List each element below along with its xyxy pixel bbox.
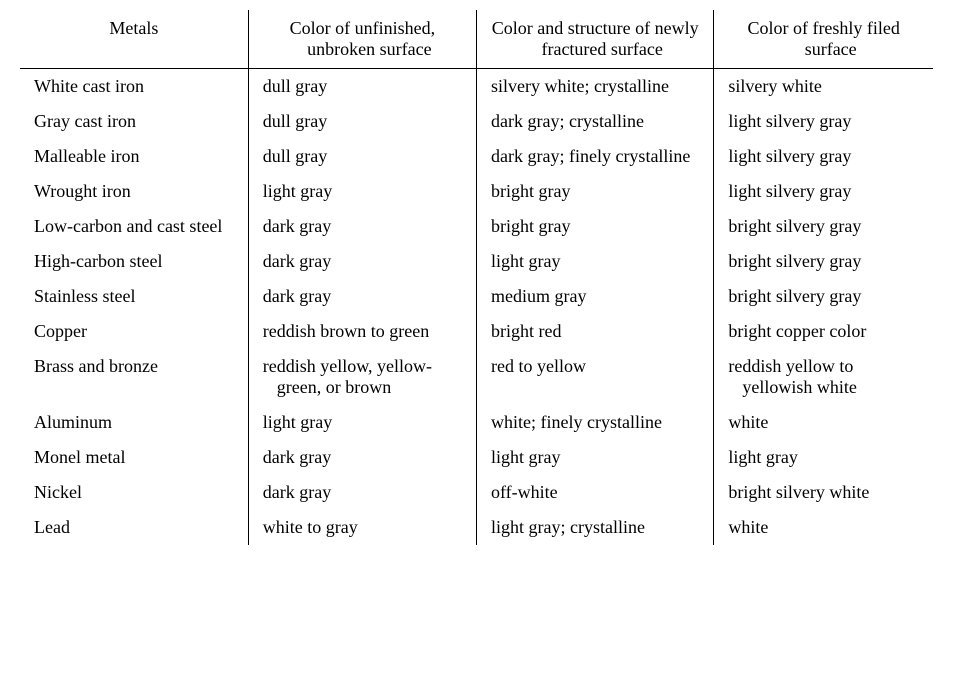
cell-fractured: dark gray; finely crystalline xyxy=(477,139,714,174)
cell-unfinished: dark gray xyxy=(248,209,476,244)
cell-fractured: light gray xyxy=(477,244,714,279)
col-header-fractured: Color and structure of newly fractured s… xyxy=(477,10,714,69)
cell-unfinished: dull gray xyxy=(248,104,476,139)
cell-metal: Brass and bronze xyxy=(20,349,248,405)
col-header-unfinished: Color of unfinished, unbroken surface xyxy=(248,10,476,69)
cell-metal: Nickel xyxy=(20,475,248,510)
cell-metal: Gray cast iron xyxy=(20,104,248,139)
cell-metal: Aluminum xyxy=(20,405,248,440)
cell-fractured: medium gray xyxy=(477,279,714,314)
cell-metal: Copper xyxy=(20,314,248,349)
cell-unfinished: light gray xyxy=(248,405,476,440)
table-row: Monel metal dark gray light gray light g… xyxy=(20,440,933,475)
cell-unfinished: white to gray xyxy=(248,510,476,545)
cell-metal: Stainless steel xyxy=(20,279,248,314)
cell-metal: High-carbon steel xyxy=(20,244,248,279)
cell-fractured: light gray; crystalline xyxy=(477,510,714,545)
cell-metal: Wrought iron xyxy=(20,174,248,209)
table-row: Wrought iron light gray bright gray ligh… xyxy=(20,174,933,209)
col-header-metals: Metals xyxy=(20,10,248,69)
cell-unfinished: reddish brown to green xyxy=(248,314,476,349)
table-row: Lead white to gray light gray; crystalli… xyxy=(20,510,933,545)
table-row: Malleable iron dull gray dark gray; fine… xyxy=(20,139,933,174)
cell-filed: bright copper color xyxy=(714,314,933,349)
cell-unfinished: dull gray xyxy=(248,139,476,174)
metals-table: Metals Color of unfinished, unbroken sur… xyxy=(20,10,933,545)
cell-filed: bright silvery gray xyxy=(714,209,933,244)
cell-unfinished: light gray xyxy=(248,174,476,209)
cell-fractured: bright gray xyxy=(477,174,714,209)
cell-metal: White cast iron xyxy=(20,69,248,105)
cell-fractured: bright red xyxy=(477,314,714,349)
cell-fractured: off-white xyxy=(477,475,714,510)
table-row: Low-carbon and cast steel dark gray brig… xyxy=(20,209,933,244)
cell-fractured: silvery white; crystalline xyxy=(477,69,714,105)
table-row: Gray cast iron dull gray dark gray; crys… xyxy=(20,104,933,139)
table-row: Nickel dark gray off-white bright silver… xyxy=(20,475,933,510)
table-row: Copper reddish brown to green bright red… xyxy=(20,314,933,349)
cell-fractured: white; finely crystalline xyxy=(477,405,714,440)
table-row: High-carbon steel dark gray light gray b… xyxy=(20,244,933,279)
cell-filed: light silvery gray xyxy=(714,174,933,209)
cell-filed: bright silvery gray xyxy=(714,244,933,279)
table-header: Metals Color of unfinished, unbroken sur… xyxy=(20,10,933,69)
cell-filed: bright silvery gray xyxy=(714,279,933,314)
cell-unfinished: dull gray xyxy=(248,69,476,105)
cell-metal: Malleable iron xyxy=(20,139,248,174)
cell-filed: white xyxy=(714,510,933,545)
cell-unfinished: dark gray xyxy=(248,244,476,279)
cell-metal: Low-carbon and cast steel xyxy=(20,209,248,244)
cell-filed: light gray xyxy=(714,440,933,475)
header-row: Metals Color of unfinished, unbroken sur… xyxy=(20,10,933,69)
cell-fractured: red to yellow xyxy=(477,349,714,405)
cell-filed: silvery white xyxy=(714,69,933,105)
cell-filed: light silvery gray xyxy=(714,139,933,174)
cell-unfinished: dark gray xyxy=(248,279,476,314)
cell-metal: Lead xyxy=(20,510,248,545)
cell-fractured: dark gray; crystalline xyxy=(477,104,714,139)
cell-filed: white xyxy=(714,405,933,440)
table-row: Aluminum light gray white; finely crysta… xyxy=(20,405,933,440)
cell-fractured: bright gray xyxy=(477,209,714,244)
cell-filed: light silvery gray xyxy=(714,104,933,139)
cell-unfinished: dark gray xyxy=(248,440,476,475)
cell-fractured: light gray xyxy=(477,440,714,475)
cell-filed: bright silvery white xyxy=(714,475,933,510)
table-body: White cast iron dull gray silvery white;… xyxy=(20,69,933,546)
table-row: Stainless steel dark gray medium gray br… xyxy=(20,279,933,314)
cell-metal: Monel metal xyxy=(20,440,248,475)
cell-filed: reddish yellow to yellowish white xyxy=(714,349,933,405)
cell-unfinished: dark gray xyxy=(248,475,476,510)
table-row: White cast iron dull gray silvery white;… xyxy=(20,69,933,105)
cell-unfinished: reddish yellow, yellow-green, or brown xyxy=(248,349,476,405)
col-header-filed: Color of freshly filed surface xyxy=(714,10,933,69)
table-row: Brass and bronze reddish yellow, yellow-… xyxy=(20,349,933,405)
